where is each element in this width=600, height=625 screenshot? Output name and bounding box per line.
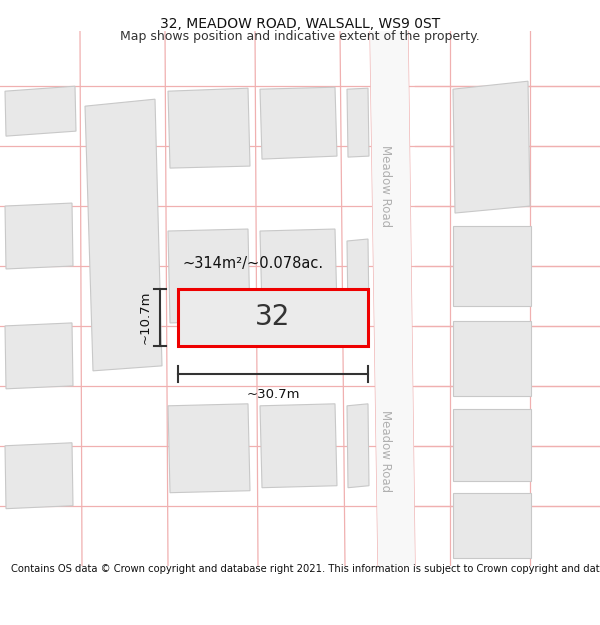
Bar bbox=[453, 321, 531, 396]
Text: ~30.7m: ~30.7m bbox=[246, 388, 300, 401]
Polygon shape bbox=[453, 81, 530, 213]
Bar bbox=[178, 289, 368, 346]
Polygon shape bbox=[347, 239, 369, 318]
Bar bbox=[453, 226, 531, 306]
Text: ~314m²/~0.078ac.: ~314m²/~0.078ac. bbox=[183, 256, 324, 271]
Text: Meadow Road: Meadow Road bbox=[379, 145, 392, 227]
Polygon shape bbox=[5, 442, 73, 509]
Text: 32: 32 bbox=[256, 303, 290, 331]
Polygon shape bbox=[5, 203, 73, 269]
Polygon shape bbox=[347, 404, 369, 488]
Polygon shape bbox=[168, 88, 250, 168]
Text: 32, MEADOW ROAD, WALSALL, WS9 0ST: 32, MEADOW ROAD, WALSALL, WS9 0ST bbox=[160, 18, 440, 31]
Polygon shape bbox=[347, 88, 369, 157]
Polygon shape bbox=[5, 323, 73, 389]
Polygon shape bbox=[260, 87, 337, 159]
Polygon shape bbox=[168, 404, 250, 492]
Bar bbox=[453, 409, 531, 481]
Polygon shape bbox=[168, 229, 250, 323]
Polygon shape bbox=[370, 31, 415, 566]
Text: Contains OS data © Crown copyright and database right 2021. This information is : Contains OS data © Crown copyright and d… bbox=[11, 564, 600, 574]
Text: ~10.7m: ~10.7m bbox=[139, 291, 152, 344]
Polygon shape bbox=[85, 99, 162, 371]
Text: Meadow Road: Meadow Road bbox=[379, 410, 392, 492]
Bar bbox=[453, 492, 531, 558]
Text: Map shows position and indicative extent of the property.: Map shows position and indicative extent… bbox=[120, 30, 480, 43]
Polygon shape bbox=[260, 404, 337, 488]
Polygon shape bbox=[260, 229, 337, 311]
Polygon shape bbox=[5, 86, 76, 136]
Bar bbox=[178, 289, 368, 346]
